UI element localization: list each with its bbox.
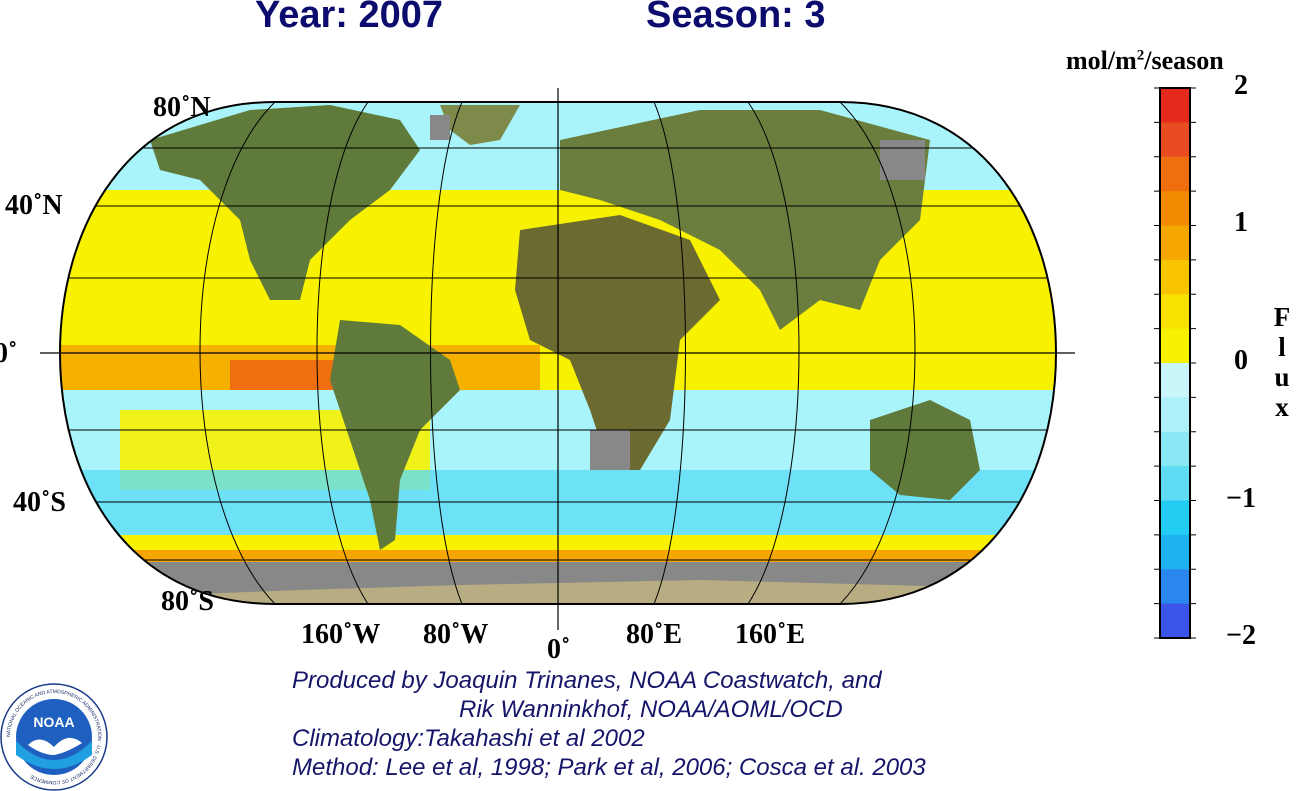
lon-label-0: 0˚ bbox=[547, 634, 571, 665]
colorbar-swatch bbox=[1160, 88, 1190, 123]
north-america bbox=[150, 105, 420, 300]
colorbar-tick-neg1: −1 bbox=[1226, 483, 1256, 514]
greenland bbox=[440, 105, 520, 145]
colorbar-tick-1: 1 bbox=[1234, 207, 1248, 238]
year-title: Year: 2007 bbox=[255, 0, 444, 36]
africa bbox=[515, 215, 720, 470]
colorbar-swatch bbox=[1160, 225, 1190, 261]
lat-label-40s: 40˚S bbox=[13, 487, 66, 518]
colorbar-tick-2: 2 bbox=[1234, 70, 1248, 101]
lat-label-0: 0˚ bbox=[0, 338, 18, 369]
antarctica bbox=[60, 580, 1056, 604]
colorbar-swatch bbox=[1160, 466, 1190, 501]
credits-line-1: Produced by Joaquin Trinanes, NOAA Coast… bbox=[292, 667, 882, 694]
colorbar-swatch bbox=[1160, 122, 1190, 158]
colorbar-tick-neg2: −2 bbox=[1226, 620, 1256, 651]
lon-label-160w: 160˚W bbox=[301, 619, 381, 650]
flux-letter-x: x bbox=[1275, 392, 1289, 422]
nodata-patch-siberia bbox=[880, 140, 925, 180]
nodata-patch-canada bbox=[430, 115, 450, 140]
credits: Produced by Joaquin Trinanes, NOAA Coast… bbox=[292, 666, 926, 782]
colorbar-swatch bbox=[1160, 191, 1190, 226]
colorbar-swatch bbox=[1160, 534, 1190, 570]
colorbar-swatch bbox=[1160, 328, 1190, 364]
unit-suffix: /season bbox=[1144, 46, 1224, 75]
flux-letter-l: l bbox=[1278, 332, 1286, 362]
credits-line-3: Climatology:Takahashi et al 2002 bbox=[292, 725, 645, 752]
colorbar-swatch bbox=[1160, 259, 1190, 295]
unit-base: mol/m bbox=[1066, 46, 1137, 75]
globe-outline bbox=[58, 101, 1058, 605]
lat-label-80s: 80˚S bbox=[161, 586, 214, 617]
south-america bbox=[330, 320, 460, 550]
colorbar-title: F l u x bbox=[1270, 302, 1294, 422]
australia bbox=[870, 400, 980, 500]
colorbar-swatch bbox=[1160, 569, 1190, 605]
credits-line-4: Method: Lee et al, 1998; Park et al, 200… bbox=[292, 754, 926, 781]
noaa-logo: NOAA NATIONAL OCEANIC AND ATMOSPHERIC AD… bbox=[0, 683, 108, 791]
logo-wave bbox=[16, 741, 92, 769]
colorbar-swatch bbox=[1160, 603, 1190, 639]
colorbar-swatch bbox=[1160, 431, 1190, 467]
flux-letter-f: F bbox=[1273, 302, 1291, 332]
colorbar-swatch bbox=[1160, 397, 1190, 433]
eurasia bbox=[560, 110, 930, 330]
lat-label-40n: 40˚N bbox=[5, 190, 63, 221]
colorbar-swatch bbox=[1160, 363, 1190, 398]
unit-exponent: 2 bbox=[1136, 47, 1145, 64]
season-title: Season: 3 bbox=[646, 0, 826, 36]
lon-label-160e: 160˚E bbox=[735, 619, 805, 650]
credits-line-2: Rik Wanninkhof, NOAA/AOML/OCD bbox=[459, 696, 843, 723]
colorbar-swatch bbox=[1160, 294, 1190, 330]
logo-gull bbox=[28, 737, 82, 755]
lat-label-80n: 80˚N bbox=[153, 92, 211, 123]
nodata-patch-africa bbox=[590, 430, 630, 470]
lon-label-80w: 80˚W bbox=[423, 619, 489, 650]
lon-label-80e: 80˚E bbox=[626, 619, 682, 650]
colorbar-unit: mol/m2/season bbox=[1066, 46, 1224, 76]
colorbar-swatch bbox=[1160, 156, 1190, 192]
colorbar-tick-0: 0 bbox=[1234, 345, 1248, 376]
flux-letter-u: u bbox=[1274, 362, 1290, 392]
colorbar bbox=[1154, 87, 1196, 639]
logo-noaa-text: NOAA bbox=[33, 714, 74, 730]
colorbar-swatch bbox=[1160, 500, 1190, 536]
graticule bbox=[60, 102, 1056, 604]
